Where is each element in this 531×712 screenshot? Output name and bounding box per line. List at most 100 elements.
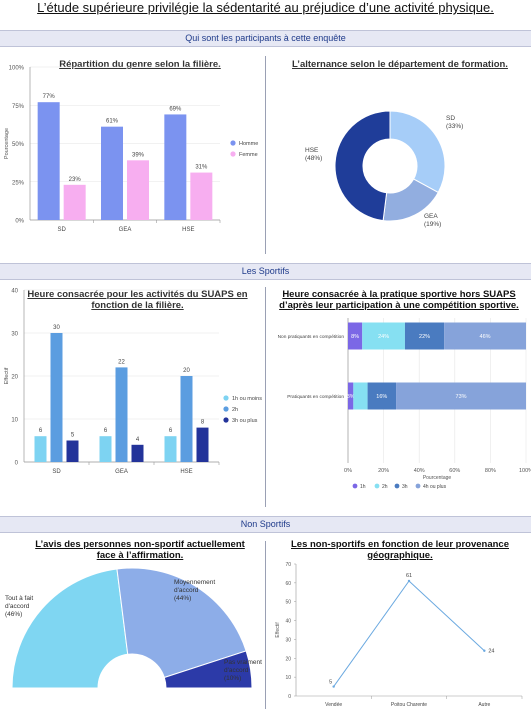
legend-label: 1h ou moins [232,396,262,402]
bar-segment [348,322,363,350]
y-tick-label: 20 [11,375,18,381]
bar-homme [37,102,60,220]
data-label: 24% [378,334,389,340]
legend-label: Homme [239,141,258,147]
data-label: 6 [39,428,43,434]
bar-1h-ou-moins [164,436,177,462]
slice-label: Tout à fait [5,595,33,602]
slice-gea [382,178,439,222]
bar-segment [404,322,445,350]
x-tick-label: 100% [519,468,531,474]
data-label: 39% [132,152,145,158]
bar-1h-ou-moins [99,436,112,462]
slice-label: Moyennement [174,579,215,586]
slice-sd [389,110,446,194]
x-tick-label: Poitou Charente [391,702,427,708]
data-label: 69% [169,106,182,112]
data-label: 22 [118,359,125,365]
y-tick-label: 50 [285,600,291,606]
y-axis-label: Effectif [4,367,10,384]
chart-title-alternance: L’alternance selon le département de for… [292,59,508,70]
slice-label: d'accord [5,603,30,610]
data-point [332,685,335,688]
bar-segment [362,322,405,350]
data-label: 30 [53,325,60,331]
series-line [333,580,485,687]
bar-femme [127,160,149,220]
y-tick-label: 0 [288,694,291,700]
data-label: 24 [488,649,494,655]
data-label: 5 [71,433,75,439]
data-label: 61 [406,573,412,579]
section-header-participants: Qui sont les participants à cette enquêt… [0,30,531,47]
slice-percent: (44%) [174,595,191,602]
slice-percent: (19%) [424,221,441,228]
y-tick-label: 25% [12,180,25,186]
data-label: 46% [480,334,491,340]
bar-2h [180,376,193,462]
data-label: 8% [351,334,359,340]
y-tick-label: 75% [12,104,25,110]
legend-label: 4h ou plus [423,484,447,490]
x-tick-label: Autre [478,702,490,708]
slice-label: Pas vraiment [224,659,262,666]
legend-label: 3h [402,484,408,490]
data-label: 23% [69,177,82,183]
legend-label: Femme [239,152,258,158]
data-label: 61% [106,119,119,125]
y-tick-label: 0% [15,219,24,225]
x-tick-label: 60% [449,468,460,474]
chart-title-suaps: Heure consacrée pour les activités du SU… [27,289,248,311]
legend-label: 2h [382,484,388,490]
bar-homme [164,114,187,220]
legend-marker [223,406,229,412]
data-label: 20 [183,368,190,374]
column-divider [265,541,266,709]
bar-segment [367,382,397,410]
y-tick-label: 50% [12,142,25,148]
bar-segment [444,322,526,350]
y-tick-label: 10 [285,675,291,681]
y-tick-label: 0 [15,461,19,467]
legend-marker [223,395,229,401]
y-tick-label: 70 [285,562,291,568]
legend-label: 2h [232,407,238,413]
section-header-sportifs: Les Sportifs [0,263,531,280]
x-tick-label: HSE [180,469,192,475]
slice [11,568,129,689]
bar-femme [190,172,213,220]
chart-title-competition: Heure consacrée à la pratique sportive h… [279,289,519,311]
x-tick-label: GEA [119,227,132,233]
bar-3h-ou-plus [131,444,144,462]
data-label: 6 [169,428,173,434]
x-tick-label: 40% [414,468,425,474]
bar-segment [348,382,354,410]
legend-label: 3h ou plus [232,418,258,424]
legend-label: 1h [360,484,366,490]
chart-title-genre: Répartition du genre selon la filière. [59,59,221,70]
slice-percent: (46%) [5,611,22,618]
bar-2h [50,333,63,462]
chart-title-affirmation: L’avis des personnes non-sportif actuell… [35,539,245,561]
data-point [407,579,411,583]
x-tick-label: 20% [378,468,389,474]
data-label: 77% [43,94,56,100]
slice [116,567,247,679]
x-tick-label: 80% [485,468,496,474]
x-tick-label: HSE [182,227,194,233]
category-label: Pratiquants en compétition [287,394,344,400]
x-tick-label: GEA [115,469,128,475]
y-axis-label: Pourcentage [4,128,10,159]
data-label: 31% [195,165,208,171]
y-tick-label: 60 [285,581,291,587]
x-tick-label: 0% [344,468,352,474]
bar-segment [353,382,368,410]
bar-segment [396,382,526,410]
slice-percent: (48%) [305,155,322,162]
y-tick-label: 30 [285,637,291,643]
data-label: 6 [104,428,108,434]
section-header-non-sportifs: Non Sportifs [0,516,531,533]
data-label: 8 [201,420,205,426]
x-axis-label: Pourcentage [423,475,452,481]
y-tick-label: 40 [285,619,291,625]
